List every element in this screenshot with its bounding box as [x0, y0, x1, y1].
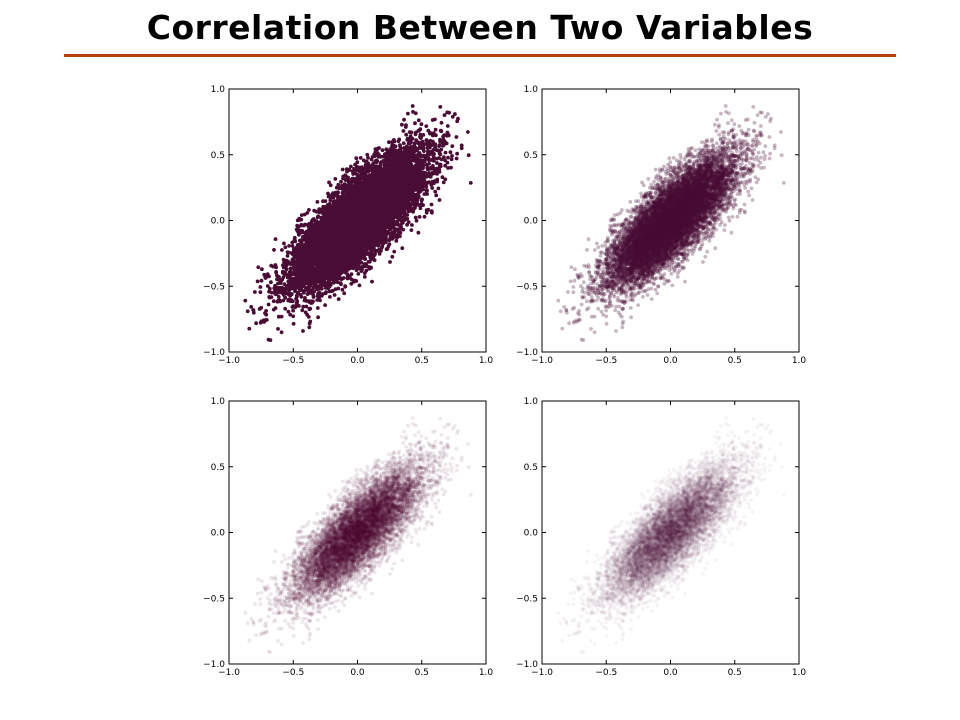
scatter-point	[400, 122, 404, 127]
scatter-point	[290, 244, 295, 248]
scatter-point	[388, 260, 392, 264]
scatter-point	[380, 148, 385, 153]
scatter-point	[343, 284, 348, 289]
scatter-point	[366, 155, 370, 160]
scatter-point	[328, 198, 333, 203]
scatter-point	[276, 294, 281, 299]
scatter-point	[311, 292, 316, 297]
scatter-point	[316, 214, 320, 219]
scatter-point	[413, 132, 418, 137]
scatter-point	[271, 299, 276, 304]
scatter-point	[245, 309, 250, 314]
scatter-point	[336, 297, 341, 301]
scatter-point	[266, 302, 271, 307]
scatter-point	[443, 163, 448, 168]
scatter-point	[449, 165, 453, 170]
scatter-point	[442, 155, 446, 160]
scatter-point	[260, 267, 264, 272]
scatter-point	[441, 143, 446, 147]
scatter-point	[308, 319, 313, 324]
scatter-point	[291, 314, 296, 319]
scatter-point	[301, 304, 306, 309]
scatter-panel-1: −1.0−1.0−0.5−0.50.00.00.50.51.01.0	[203, 85, 493, 366]
scatter-point	[279, 330, 284, 335]
scatter-point	[459, 146, 464, 151]
scatter-point	[425, 192, 429, 196]
scatter-point	[411, 110, 415, 114]
scatter-point	[443, 177, 448, 182]
scatter-point	[291, 321, 296, 326]
title-rule	[64, 54, 896, 57]
scatter-point	[354, 176, 358, 181]
scatter-point	[442, 113, 447, 117]
scatter-point	[455, 151, 459, 156]
scatter-point	[379, 154, 384, 159]
scatter-point	[414, 218, 419, 223]
scatter-point	[323, 199, 328, 204]
scatter-point	[387, 140, 391, 145]
scatter-point	[243, 298, 248, 303]
scatter-point	[283, 245, 288, 250]
scatter-point	[283, 260, 288, 265]
scatter-point	[410, 223, 414, 227]
scatter-point	[349, 281, 354, 286]
scatter-point	[339, 179, 343, 184]
scatter-point	[288, 266, 293, 271]
scatter-point	[440, 175, 445, 180]
scatter-point	[466, 153, 471, 158]
scatter-point	[370, 279, 374, 284]
scatter-point	[430, 186, 435, 190]
scatter-point	[257, 307, 262, 311]
scatter-point	[406, 111, 410, 116]
scatter-points	[243, 104, 473, 342]
scatter-point	[406, 220, 411, 225]
scatter-point	[272, 248, 276, 252]
scatter-point	[453, 112, 457, 116]
scatter-point	[302, 290, 306, 295]
slide-title: Correlation Between Two Variables	[0, 4, 960, 52]
scatter-point	[333, 177, 338, 181]
scatter-point	[450, 144, 455, 149]
scatter-point	[293, 305, 298, 310]
scatter-point	[300, 308, 305, 313]
scatter-point	[287, 244, 291, 248]
scatter-point	[306, 315, 311, 319]
scatter-point	[328, 295, 332, 299]
scatter-point	[267, 286, 272, 291]
scatter-point	[340, 287, 345, 292]
scatter-point	[454, 156, 459, 161]
scatter-point	[256, 265, 261, 270]
scatter-point	[365, 152, 370, 157]
scatter-point	[430, 210, 434, 215]
scatter-point	[283, 295, 288, 300]
scatter-point	[323, 303, 327, 307]
scatter-point	[450, 154, 454, 158]
scatter-point	[400, 246, 405, 251]
scatter-point	[290, 240, 295, 245]
scatter-point	[377, 251, 382, 256]
scatter-point	[358, 156, 363, 160]
scatter-point	[253, 290, 257, 294]
scatter-point	[373, 147, 378, 152]
scatter-point	[273, 306, 278, 310]
scatter-point	[448, 150, 453, 155]
scatter-point	[454, 135, 459, 139]
scatter-point	[410, 104, 415, 108]
scatter-point	[282, 241, 286, 246]
scatter-point	[258, 285, 263, 289]
scatter-point	[342, 291, 347, 296]
scatter-point	[259, 278, 264, 283]
scatter-point	[449, 157, 454, 162]
scatter-point	[412, 141, 417, 146]
scatter-point	[312, 289, 317, 293]
scatter-point	[422, 214, 427, 219]
scatter-point	[299, 213, 304, 218]
scatter-point	[332, 293, 337, 297]
scatter-point	[424, 124, 429, 128]
scatter-point	[296, 290, 300, 295]
scatter-point	[249, 305, 254, 309]
